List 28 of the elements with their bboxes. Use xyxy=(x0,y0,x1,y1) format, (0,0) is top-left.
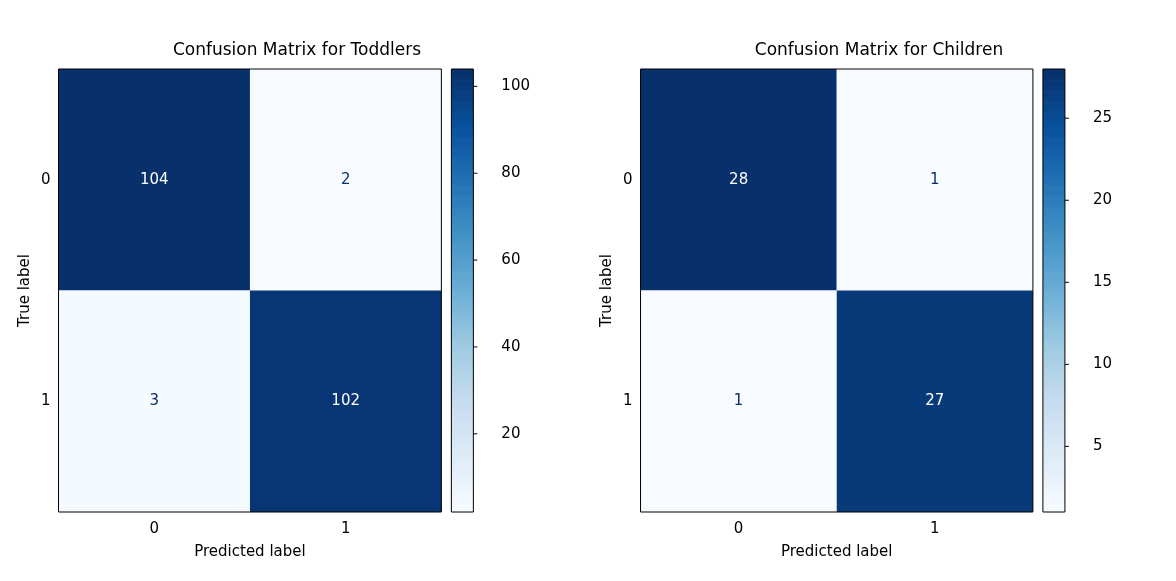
data-label: 3 xyxy=(149,391,160,410)
data-label: 28 xyxy=(729,169,749,188)
color-bar-label: 25 xyxy=(1092,108,1113,127)
color-bar-label: 5 xyxy=(1092,436,1103,455)
y-axis-title: True label xyxy=(14,254,33,328)
x-axis-title: Predicted label xyxy=(780,541,893,560)
data-label: 1 xyxy=(733,391,744,410)
color-bar-label: 20 xyxy=(1092,190,1113,209)
color-bar-label: 10 xyxy=(1092,354,1113,373)
data-label: 102 xyxy=(331,391,360,410)
color-bar-label: 15 xyxy=(1092,272,1113,291)
y-axis-title: True label xyxy=(596,254,615,328)
color-bar-label: 100 xyxy=(501,76,531,95)
data-label: 2 xyxy=(340,169,351,188)
x-tick-label: 0 xyxy=(733,518,744,537)
data-label: 27 xyxy=(925,391,945,410)
x-axis-title: Predicted label xyxy=(194,541,306,560)
x-tick-label: 0 xyxy=(149,518,160,537)
color-bar-label: 60 xyxy=(501,249,521,268)
data-label: 104 xyxy=(139,169,169,188)
color-bar-label: 80 xyxy=(501,163,521,182)
chart-title: Confusion Matrix for Toddlers xyxy=(172,39,422,60)
chart-title: Confusion Matrix for Children xyxy=(754,39,1004,60)
color-bar-label: 20 xyxy=(501,423,521,442)
x-tick-label: 1 xyxy=(340,518,351,537)
color-bar-label: 40 xyxy=(501,336,521,355)
data-label: 1 xyxy=(930,169,940,188)
x-tick-label: 1 xyxy=(930,518,940,537)
